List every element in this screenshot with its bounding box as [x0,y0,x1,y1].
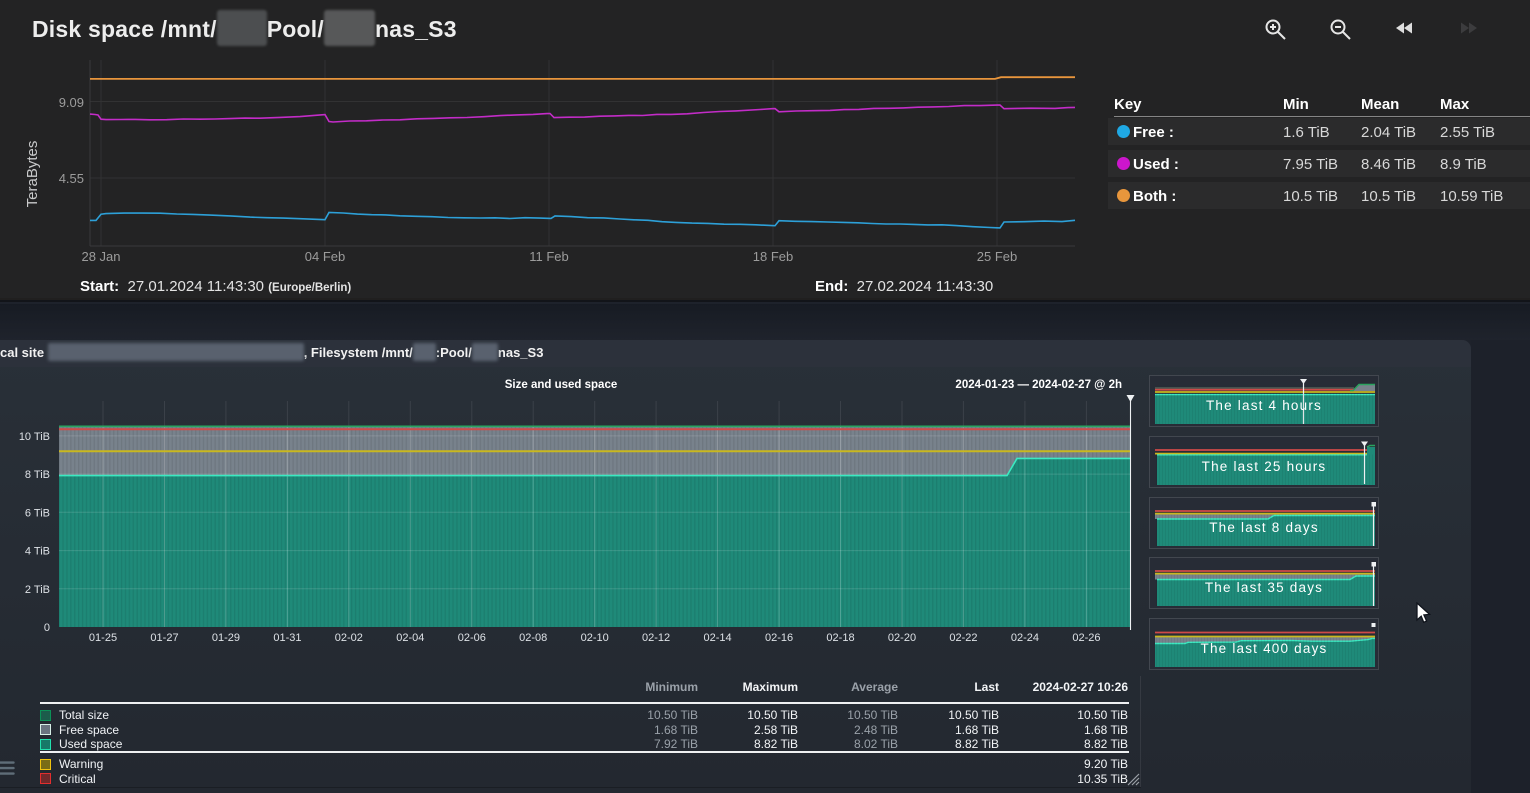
svg-text:02-26: 02-26 [1072,632,1100,644]
svg-text:02-04: 02-04 [396,632,424,644]
svg-text:02-22: 02-22 [949,632,977,644]
svg-text:02-16: 02-16 [765,632,793,644]
svg-text:02-08: 02-08 [519,632,547,644]
svg-text:02-12: 02-12 [642,632,670,644]
svg-text:01-29: 01-29 [212,632,240,644]
svg-text:8 TiB: 8 TiB [25,469,50,481]
svg-text:0: 0 [44,622,50,634]
svg-text:02-02: 02-02 [335,632,363,644]
svg-text:01-27: 01-27 [150,632,178,644]
svg-text:02-10: 02-10 [581,632,609,644]
svg-text:6 TiB: 6 TiB [25,507,50,519]
svg-text:01-31: 01-31 [273,632,301,644]
svg-text:02-18: 02-18 [826,632,854,644]
svg-text:02-20: 02-20 [888,632,916,644]
svg-text:02-24: 02-24 [1011,632,1039,644]
svg-text:4 TiB: 4 TiB [25,546,50,558]
svg-text:02-06: 02-06 [458,632,486,644]
svg-text:10 TiB: 10 TiB [19,431,50,443]
svg-text:02-14: 02-14 [704,632,732,644]
svg-text:2 TiB: 2 TiB [25,584,50,596]
svg-text:01-25: 01-25 [89,632,117,644]
